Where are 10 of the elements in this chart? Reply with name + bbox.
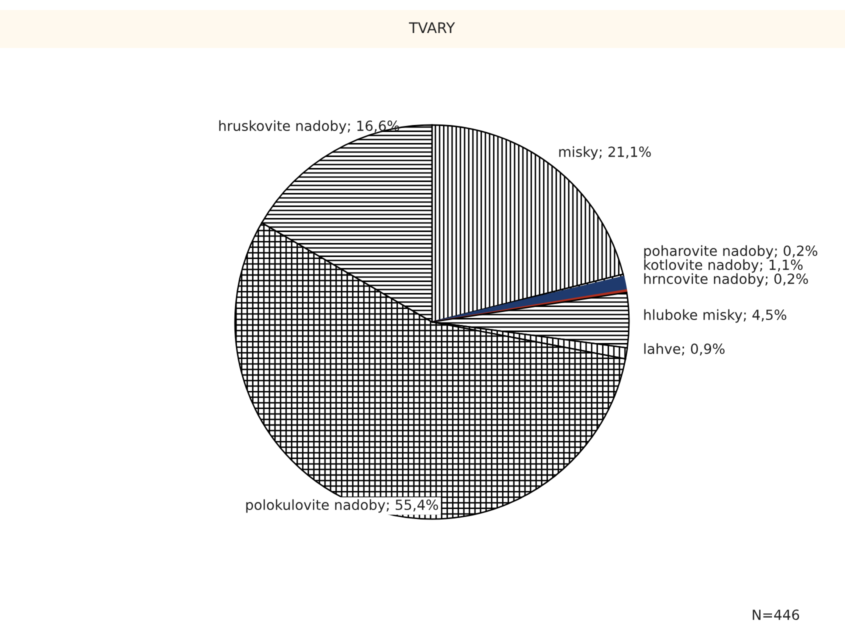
slice-label: hluboke misky; 4,5% xyxy=(644,309,786,323)
slice-label: lahve; 0,9% xyxy=(644,343,725,356)
text: N=446 xyxy=(752,610,800,620)
chart-title: TVARY xyxy=(408,22,456,34)
slice-label: hrncovite nadoby; 0,2% xyxy=(644,273,808,287)
slice-label: hruskovite nadoby; 16,6% xyxy=(219,120,400,134)
slice-label: poharovite nadoby; 0,2% xyxy=(644,245,818,259)
slice-label: polokulovite nadoby; 55,4% xyxy=(246,499,438,513)
slice-label: kotlovite nadoby; 1,1% xyxy=(644,259,803,273)
slice-label: misky; 21,1% xyxy=(559,146,651,160)
